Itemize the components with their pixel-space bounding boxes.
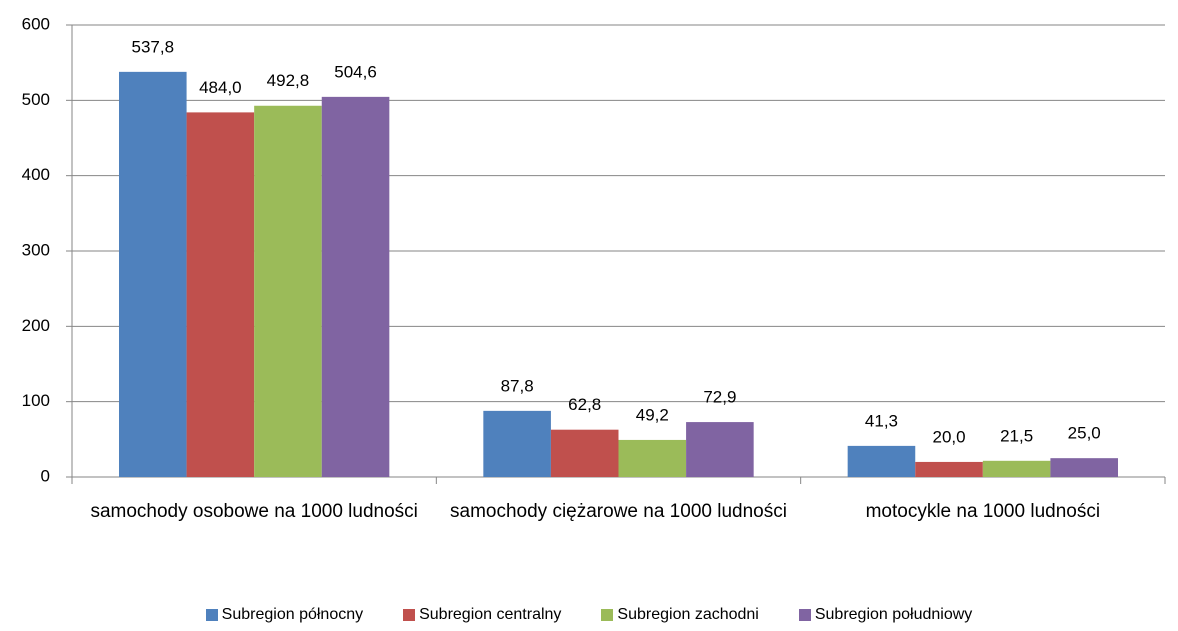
value-label: 72,9: [703, 388, 736, 407]
value-label: 62,8: [568, 395, 601, 414]
value-label: 492,8: [267, 71, 310, 90]
bar: [118, 71, 187, 477]
legend-item: Subregion centralny: [403, 606, 561, 624]
bar: [483, 410, 551, 477]
bar: [1050, 458, 1119, 477]
y-tick-label: 600: [22, 14, 50, 33]
value-label: 21,5: [1000, 426, 1033, 445]
legend-swatch: [403, 609, 416, 621]
bar: [618, 439, 687, 477]
y-tick-label: 0: [41, 466, 50, 485]
legend-label: Subregion zachodni: [617, 606, 759, 623]
legend-label: Subregion północny: [221, 606, 364, 623]
value-label: 537,8: [132, 37, 175, 56]
value-label: 87,8: [501, 376, 534, 395]
bar: [321, 96, 390, 478]
bar: [186, 112, 255, 478]
value-label: 25,0: [1068, 424, 1101, 443]
y-tick-label: 300: [22, 240, 50, 259]
x-tick-label: motocykle na 1000 ludności: [865, 501, 1101, 522]
bar: [982, 460, 1051, 477]
y-tick-label: 500: [22, 90, 50, 109]
value-label: 20,0: [932, 427, 965, 446]
bar: [550, 429, 619, 477]
bar: [915, 461, 983, 477]
y-tick-label: 400: [22, 165, 50, 184]
legend-label: Subregion południowy: [814, 606, 973, 623]
y-tick-label: 200: [22, 316, 50, 335]
legend: Subregion północny Subregion centralny Sub…: [0, 606, 1178, 624]
value-label: 49,2: [636, 405, 669, 424]
x-tick-label: samochody ciężarowe na 1000 ludności: [450, 501, 787, 522]
x-tick-label: samochody osobowe na 1000 ludności: [90, 501, 418, 522]
value-label: 504,6: [334, 62, 377, 81]
legend-swatch: [601, 609, 614, 621]
legend-swatch: [798, 609, 811, 621]
legend-label: Subregion centralny: [419, 606, 562, 623]
bar: [686, 422, 754, 477]
plot: 0 100 200 300 400 500 600 537,8 484,0 492,8 504,6 8…: [22, 14, 1166, 485]
legend-item: Subregion zachodni: [601, 606, 759, 624]
value-label: 484,0: [199, 78, 242, 97]
legend-item: Subregion północny: [205, 606, 364, 624]
bar: [254, 105, 322, 478]
y-tick-label: 100: [22, 391, 50, 410]
bar: [847, 445, 916, 477]
legend-item: Subregion południowy: [798, 606, 973, 624]
legend-swatch: [205, 609, 218, 621]
value-label: 41,3: [865, 411, 898, 430]
